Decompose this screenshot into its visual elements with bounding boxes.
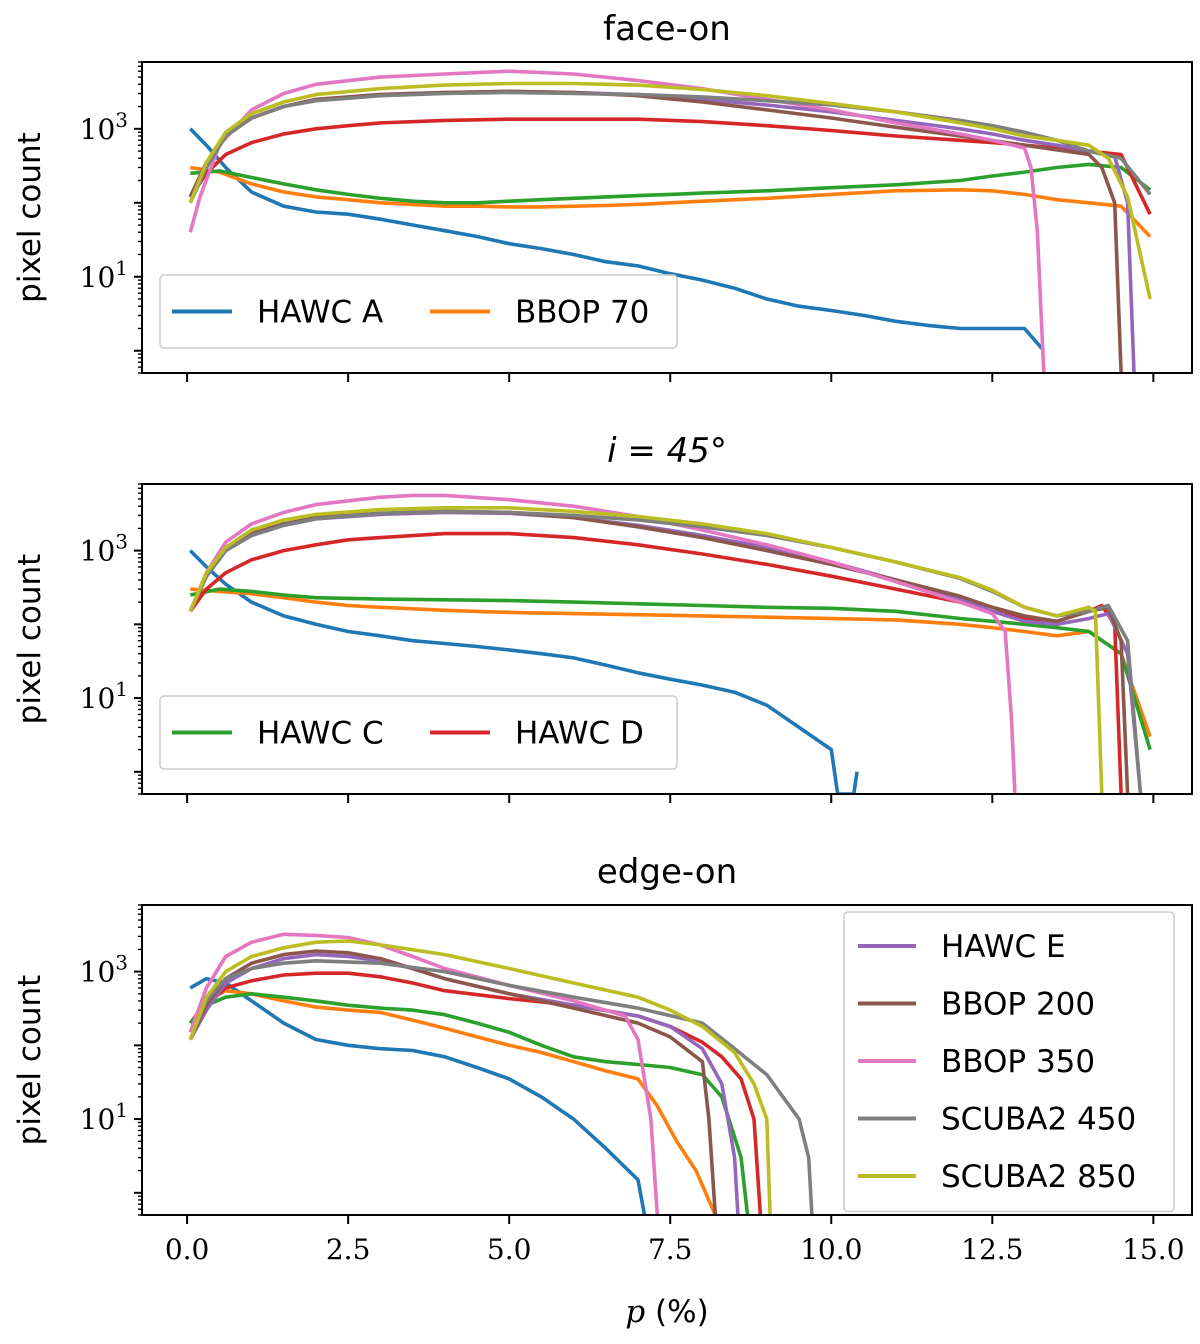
y-axis-label: pixel count — [12, 554, 48, 725]
series-group — [188, 493, 1152, 794]
series-line-scuba2-450 — [188, 959, 814, 1215]
y-axis-label: pixel count — [12, 132, 48, 303]
y-tick-label: 101 — [80, 1098, 128, 1136]
series-line-scuba2-850 — [188, 506, 1104, 794]
series-line-scuba2-850 — [188, 81, 1152, 300]
plot-frame — [141, 904, 1193, 1216]
panel-title: face-on — [603, 9, 731, 49]
plot-frame — [141, 61, 1193, 374]
x-tick-label: 10.0 — [800, 1233, 862, 1266]
legend-box — [843, 911, 1175, 1213]
panel-3: edge-on pixel count 103 101 0.0 2.5 5.0 7.5 10.0… — [12, 852, 1193, 1266]
series-group — [188, 932, 814, 1215]
series-line-bbop-70 — [190, 165, 1152, 238]
series-line-bbop-70 — [190, 587, 1152, 738]
legend-label-bbop-200: BBOP 200 — [941, 987, 1095, 1023]
series-line-hawc-a — [189, 549, 859, 794]
series-group — [188, 69, 1152, 373]
series-line-hawc-c — [190, 162, 1152, 205]
series-line-bbop-350 — [188, 932, 660, 1215]
y-tick-label: 103 — [80, 530, 128, 568]
series-line-hawc-a — [189, 976, 647, 1215]
x-tick-label: 12.5 — [961, 1233, 1023, 1266]
y-tick-label: 103 — [80, 951, 128, 989]
series-line-scuba2-450 — [188, 90, 1152, 204]
legend: HAWC C HAWC D — [159, 695, 678, 770]
legend-label-bbop-350: BBOP 350 — [941, 1044, 1095, 1080]
legend: HAWC E BBOP 200 BBOP 350 SCUBA2 450 SCUBA2 8… — [843, 911, 1175, 1213]
series-line-scuba2-850 — [188, 939, 772, 1215]
series-line-bbop-350 — [188, 69, 1046, 373]
x-tick-label: 0.0 — [165, 1233, 210, 1266]
x-tick-label: 15.0 — [1122, 1233, 1184, 1266]
panel-1: face-on pixel count 103 101 HAWC A BBOP 70 — [12, 9, 1193, 382]
panel-title: i = 45° — [607, 431, 727, 471]
x-tick-label: 7.5 — [648, 1233, 693, 1266]
legend-label-scuba2-850: SCUBA2 850 — [941, 1159, 1136, 1195]
legend-label-bbop-70: BBOP 70 — [515, 295, 649, 331]
series-line-hawc-d — [188, 971, 763, 1215]
series-line-bbop-350 — [188, 493, 1017, 794]
y-tick-label: 103 — [80, 108, 128, 146]
legend-label-hawc-d: HAWC D — [515, 716, 644, 752]
y-tick-label: 101 — [80, 677, 128, 715]
x-tick-label: 5.0 — [487, 1233, 532, 1266]
legend-box — [159, 274, 678, 349]
panel-2: i = 45° pixel count 103 101 HAWC C HAWC D — [12, 431, 1193, 803]
legend-label-hawc-e: HAWC E — [941, 929, 1066, 965]
y-tick-label: 101 — [80, 256, 128, 294]
legend-box — [159, 695, 678, 770]
plot-frame — [141, 483, 1193, 795]
series-line-hawc-a — [189, 127, 1046, 352]
legend: HAWC A BBOP 70 — [159, 274, 678, 349]
panel-title: edge-on — [597, 852, 737, 892]
legend-label-scuba2-450: SCUBA2 450 — [941, 1102, 1136, 1138]
x-tick-label: 2.5 — [326, 1233, 371, 1266]
x-axis-label: p (%) — [625, 1294, 708, 1330]
legend-label-hawc-c: HAWC C — [257, 716, 384, 752]
y-axis-label: pixel count — [12, 975, 48, 1146]
series-line-hawc-c — [189, 587, 1152, 751]
series-line-hawc-c — [188, 992, 750, 1215]
legend-label-hawc-a: HAWC A — [257, 295, 383, 331]
